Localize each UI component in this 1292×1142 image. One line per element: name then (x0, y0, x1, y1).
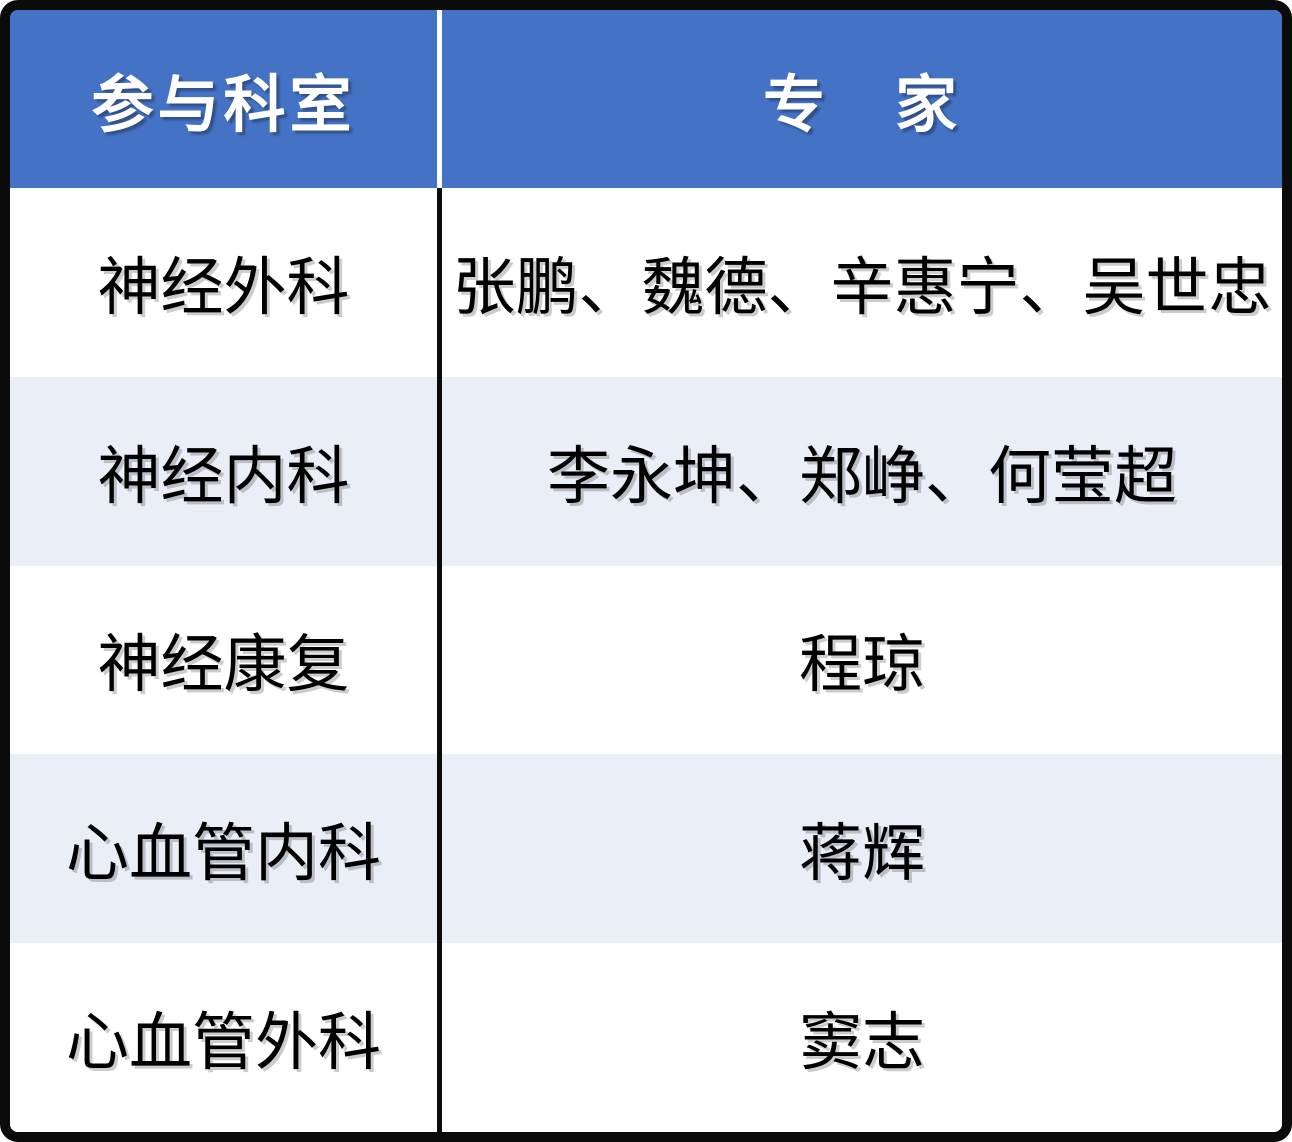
department-label: 神经康复 (97, 630, 350, 701)
header-department-label: 参与科室 (91, 71, 356, 140)
experts-cell: 张鹏、魏德、辛惠宁、吴世忠 (442, 188, 1282, 377)
experts-cell: 程琼 (442, 566, 1282, 755)
department-label: 心血管内科 (66, 819, 381, 890)
experts-label: 蒋辉 (799, 819, 925, 890)
table-row: 神经康复 程琼 (10, 565, 1282, 755)
experts-label: 李永坤、郑峥、何莹超 (547, 441, 1177, 512)
experts-label: 程琼 (799, 630, 925, 701)
department-cell: 神经内科 (10, 376, 442, 566)
department-cell: 心血管外科 (10, 943, 442, 1132)
department-label: 神经内科 (97, 441, 350, 512)
table-header-row: 参与科室 专 家 (10, 10, 1282, 188)
department-label: 神经外科 (97, 252, 350, 323)
header-expert-label: 专 家 (762, 71, 961, 140)
experts-cell: 窦志 (442, 943, 1282, 1132)
table-row: 神经内科 李永坤、郑峥、何莹超 (10, 376, 1282, 566)
header-cell-expert: 专 家 (442, 10, 1282, 188)
department-label: 心血管外科 (66, 1008, 381, 1079)
table-row: 心血管外科 窦志 (10, 943, 1282, 1132)
department-cell: 神经康复 (10, 565, 442, 755)
department-cell: 心血管内科 (10, 754, 442, 944)
table-row: 心血管内科 蒋辉 (10, 754, 1282, 944)
experts-label: 窦志 (799, 1008, 925, 1079)
experts-cell: 李永坤、郑峥、何莹超 (442, 377, 1282, 566)
header-cell-department: 参与科室 (10, 10, 442, 188)
table-row: 神经外科 张鹏、魏德、辛惠宁、吴世忠 (10, 188, 1282, 377)
department-cell: 神经外科 (10, 188, 442, 377)
experts-cell: 蒋辉 (442, 754, 1282, 943)
experts-label: 张鹏、魏德、辛惠宁、吴世忠 (452, 252, 1272, 323)
